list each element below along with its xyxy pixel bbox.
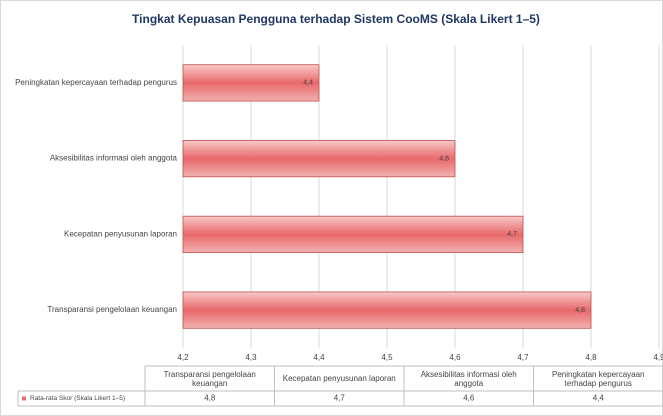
data-label: 4,6 — [439, 155, 449, 162]
y-tick-label: Aksesibilitas informasi oleh anggota — [50, 154, 178, 163]
x-tick-label: 4,8 — [585, 353, 597, 362]
table-header-text: Kecepatan penyusunan laporan — [282, 374, 396, 383]
bar — [182, 140, 456, 178]
table-header-cell: Aksesibilitas informasi oleh anggota — [420, 369, 517, 388]
data-label: 4,4 — [303, 80, 313, 87]
chart-title: Tingkat Kepuasan Pengguna terhadap Siste… — [132, 12, 540, 26]
legend-label: Rata-rata Skor (Skala Likert 1–5) — [30, 395, 125, 402]
bar — [182, 291, 592, 329]
bar — [182, 64, 320, 102]
table-header-cell: Peningkatan kepercayaan terhadap penguru… — [551, 369, 645, 388]
x-tick-label: 4,6 — [449, 353, 461, 362]
x-tick-label: 4,4 — [313, 353, 325, 362]
table-value: 4,7 — [334, 394, 346, 403]
x-tick-label: 4,7 — [517, 353, 529, 362]
data-label: 4,7 — [507, 231, 517, 238]
legend-marker — [22, 396, 26, 401]
x-tick-label: 4,5 — [381, 353, 393, 362]
table-header-cell: Kecepatan penyusunan laporan — [282, 374, 396, 383]
table-header-text: Aksesibilitas informasi oleh anggota — [420, 369, 517, 388]
table-value: 4,8 — [204, 394, 216, 403]
x-tick-label: 4,2 — [177, 353, 189, 362]
table-value: 4,4 — [593, 394, 605, 403]
x-tick-label: 4,9 — [653, 353, 663, 362]
y-tick-label: Peningkatan kepercayaan terhadap penguru… — [15, 78, 177, 87]
y-tick-label: Kecepatan penyusunan laporan — [64, 229, 177, 238]
x-tick-label: 4,3 — [245, 353, 257, 362]
table-header-cell: Transparansi pengelolaan keuangan — [163, 369, 256, 388]
table-header-text: Transparansi pengelolaan keuangan — [163, 369, 256, 388]
bar — [182, 215, 524, 253]
table-value: 4,6 — [463, 394, 475, 403]
table-header-text: Peningkatan kepercayaan terhadap penguru… — [551, 369, 645, 388]
data-label: 4,8 — [575, 307, 585, 314]
y-tick-label: Transparansi pengelolaan keuangan — [47, 305, 177, 314]
